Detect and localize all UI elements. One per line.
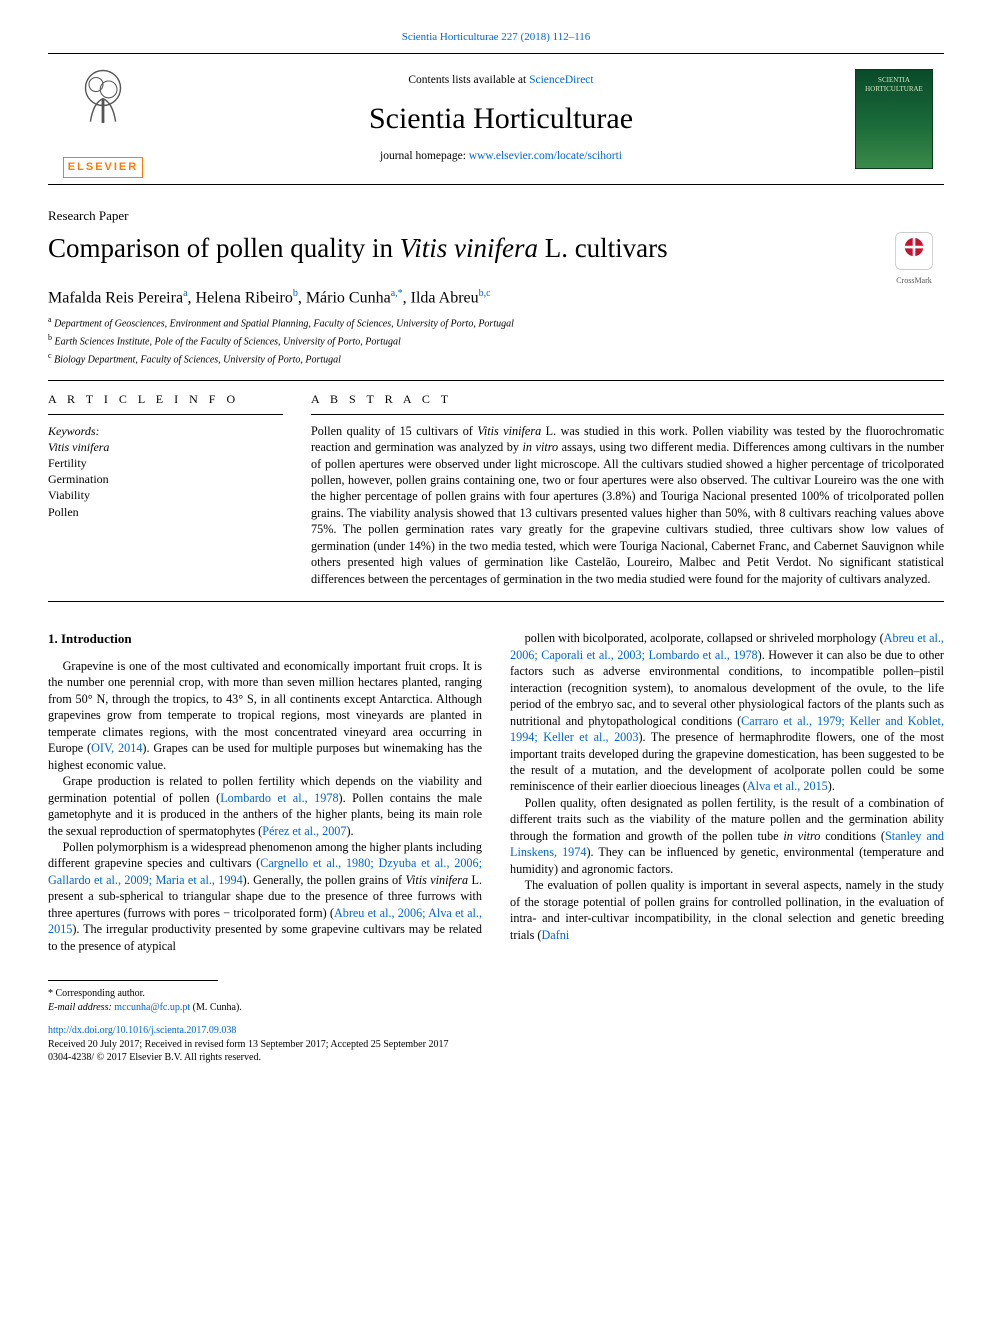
keyword-item: Germination	[48, 471, 283, 487]
title-pre: Comparison of pollen quality in	[48, 233, 400, 263]
keyword-item: Pollen	[48, 504, 283, 520]
email-attribution: (M. Cunha).	[190, 1002, 242, 1013]
abstract-column: A B S T R A C T Pollen quality of 15 cul…	[311, 381, 944, 601]
received-line: Received 20 July 2017; Received in revis…	[48, 1039, 448, 1050]
crossmark-label: CrossMark	[884, 276, 944, 287]
body-paragraph: Grape production is related to pollen fe…	[48, 773, 482, 839]
body-two-column: 1. Introduction Grapevine is one of the …	[48, 630, 944, 954]
citation-link[interactable]: OIV, 2014	[91, 741, 142, 755]
intro-heading: 1. Introduction	[48, 630, 482, 648]
crossmark-icon	[893, 230, 935, 272]
contents-prefix: Contents lists available at	[408, 74, 529, 86]
title-post: L. cultivars	[538, 233, 668, 263]
citation-link[interactable]: Pérez et al., 2007	[262, 824, 346, 838]
journal-name: Scientia Horticulturae	[158, 99, 844, 140]
affiliation: a Department of Geosciences, Environment…	[48, 315, 944, 331]
citation-link[interactable]: Alva et al., 2015	[747, 779, 828, 793]
publisher-name: ELSEVIER	[63, 157, 143, 178]
cover-thumb-wrap: SCIENTIA HORTICULTURAE	[844, 54, 944, 184]
article-title: Comparison of pollen quality in Vitis vi…	[48, 230, 668, 266]
corr-email-link[interactable]: mccunha@fc.up.pt	[114, 1002, 190, 1013]
copyright-line: 0304-4238/ © 2017 Elsevier B.V. All righ…	[48, 1052, 261, 1063]
body-paragraph: The evaluation of pollen quality is impo…	[510, 877, 944, 943]
homepage-line: journal homepage: www.elsevier.com/locat…	[158, 149, 844, 165]
email-label: E-mail address:	[48, 1002, 112, 1013]
keyword-item: Fertility	[48, 455, 283, 471]
body-paragraph: Grapevine is one of the most cultivated …	[48, 658, 482, 773]
contents-line: Contents lists available at ScienceDirec…	[158, 73, 844, 89]
email-line: E-mail address: mccunha@fc.up.pt (M. Cun…	[48, 1001, 944, 1015]
citation-link[interactable]: Lombardo et al., 1978	[220, 791, 338, 805]
homepage-prefix: journal homepage:	[380, 150, 469, 162]
journal-cover-thumb: SCIENTIA HORTICULTURAE	[855, 69, 933, 169]
keywords-label: Keywords:	[48, 423, 283, 439]
title-species: Vitis vinifera	[400, 233, 538, 263]
journal-masthead: ELSEVIER Contents lists available at Sci…	[48, 53, 944, 185]
citation-link[interactable]: Dafni	[541, 928, 569, 942]
homepage-link[interactable]: www.elsevier.com/locate/scihorti	[469, 150, 622, 162]
author-list: Mafalda Reis Pereiraa, Helena Ribeirob, …	[48, 287, 944, 309]
corresponding-author-note: * Corresponding author.	[48, 987, 944, 1001]
article-info-column: A R T I C L E I N F O Keywords: Vitis vi…	[48, 381, 283, 601]
masthead-center: Contents lists available at ScienceDirec…	[158, 54, 844, 184]
publisher-logo-block: ELSEVIER	[48, 54, 158, 184]
running-citation: Scientia Horticulturae 227 (2018) 112–11…	[48, 30, 944, 45]
affiliation: b Earth Sciences Institute, Pole of the …	[48, 333, 944, 349]
body-paragraph: Pollen polymorphism is a widespread phen…	[48, 839, 482, 954]
citation-link[interactable]: Abreu et al., 2006; Alva et al., 2015	[48, 906, 482, 936]
footnote-separator	[48, 980, 218, 981]
body-paragraph: Pollen quality, often designated as poll…	[510, 795, 944, 877]
citation-link[interactable]: Carraro et al., 1979; Keller and Koblet,…	[510, 714, 944, 744]
keyword-item: Viability	[48, 487, 283, 503]
abstract-head: A B S T R A C T	[311, 391, 944, 414]
article-type: Research Paper	[48, 207, 944, 225]
affiliation: c Biology Department, Faculty of Science…	[48, 351, 944, 367]
article-info-head: A R T I C L E I N F O	[48, 391, 283, 414]
sciencedirect-link[interactable]: ScienceDirect	[529, 74, 594, 86]
citation-link[interactable]: Stanley and Linskens, 1974	[510, 829, 944, 859]
crossmark-badge[interactable]: CrossMark	[884, 230, 944, 287]
doi-block: http://dx.doi.org/10.1016/j.scienta.2017…	[48, 1024, 944, 1065]
body-paragraph: pollen with bicolporated, acolporate, co…	[510, 630, 944, 795]
doi-link[interactable]: http://dx.doi.org/10.1016/j.scienta.2017…	[48, 1025, 236, 1036]
keyword-item: Vitis vinifera	[48, 439, 283, 455]
citation-link[interactable]: Abreu et al., 2006; Caporali et al., 200…	[510, 631, 944, 661]
abstract-text: Pollen quality of 15 cultivars of Vitis …	[311, 423, 944, 588]
elsevier-tree-icon	[68, 60, 138, 130]
